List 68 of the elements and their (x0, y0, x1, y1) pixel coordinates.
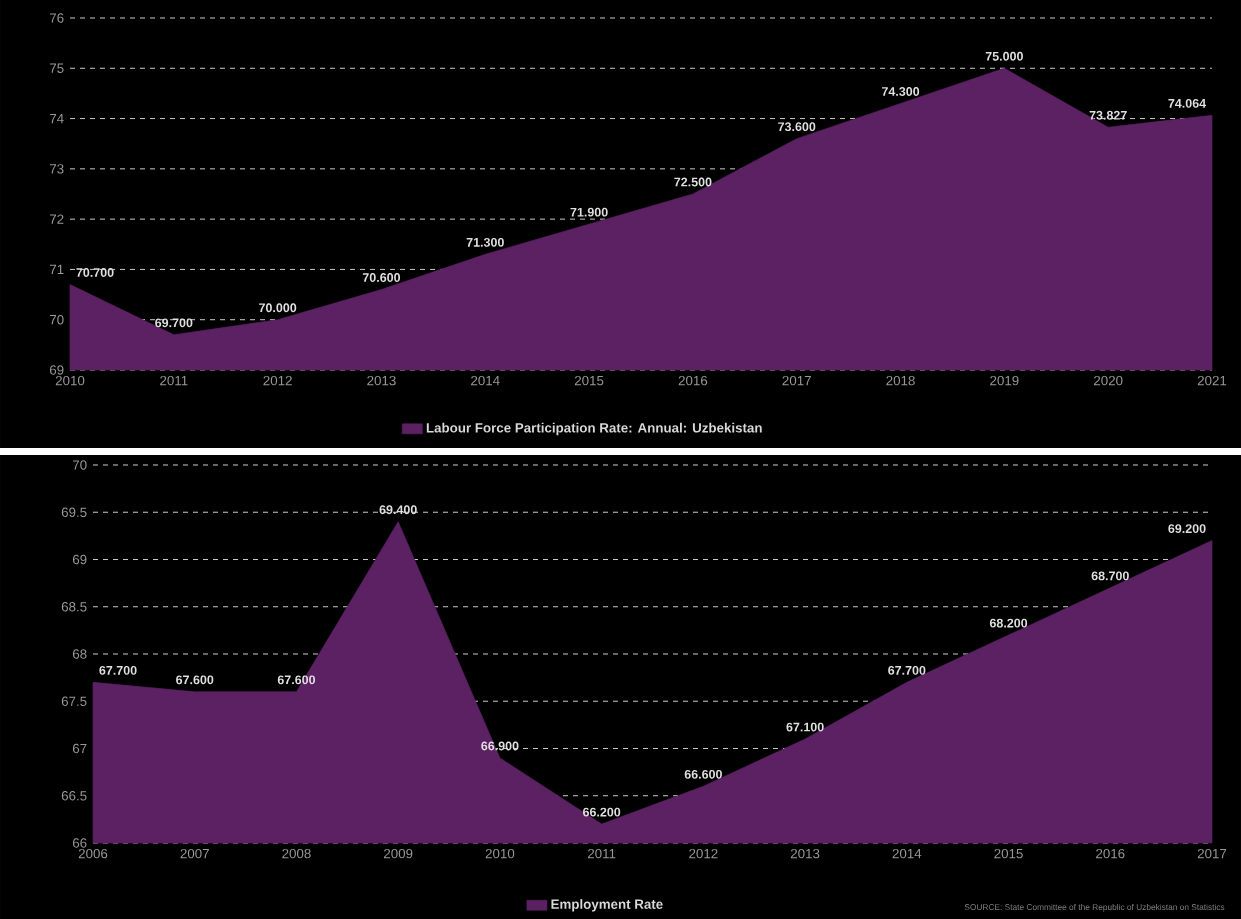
data-label: 67.700 (888, 665, 926, 675)
legend-label: Labour Force Participation Rate: Annual: Uzbekistan (426, 422, 762, 436)
x-tick-label: 2006 (78, 848, 108, 859)
y-tick-label: 74 (49, 113, 64, 124)
data-label: 66.200 (583, 807, 621, 817)
y-tick-label: 69 (72, 554, 87, 565)
x-tick-label: 2012 (263, 375, 292, 386)
data-label: 71.900 (570, 207, 608, 217)
x-tick-label: 2016 (678, 375, 708, 386)
data-label: 68.700 (1091, 571, 1129, 581)
x-tick-label: 2015 (574, 375, 604, 386)
x-tick-label: 2017 (782, 375, 811, 386)
data-label: 70.000 (259, 303, 297, 313)
y-tick-label: 72 (49, 214, 64, 224)
data-label: 75.000 (985, 51, 1023, 61)
data-label: 73.827 (1089, 110, 1127, 120)
x-tick-label: 2016 (1096, 848, 1125, 859)
y-tick-label: 69.5 (61, 507, 87, 517)
y-tick-label: 75 (49, 63, 64, 73)
x-tick-label: 2015 (994, 848, 1023, 859)
data-label: 70.600 (362, 273, 401, 282)
data-label: 67.100 (786, 722, 824, 732)
x-tick-label: 2014 (892, 848, 922, 859)
y-tick-label: 70 (72, 460, 87, 470)
data-label: 66.900 (481, 741, 519, 751)
x-tick-label: 2011 (160, 375, 188, 386)
x-tick-label: 2010 (485, 848, 515, 859)
x-tick-label: 2010 (55, 375, 85, 386)
data-label: 68.200 (989, 618, 1028, 628)
x-tick-label: 2017 (1197, 848, 1227, 859)
legend-label: Employment Rate (551, 899, 663, 912)
x-tick-label: 2011 (587, 848, 616, 859)
y-tick-label: 68.5 (61, 602, 87, 612)
data-label: 66.600 (684, 769, 722, 779)
data-label: 67.700 (99, 665, 137, 675)
x-tick-label: 2019 (990, 375, 1019, 386)
data-label: 71.300 (466, 237, 504, 247)
data-label: 69.400 (379, 505, 417, 515)
x-tick-label: 2013 (367, 375, 396, 386)
x-tick-label: 2008 (282, 848, 311, 859)
data-label: 73.600 (778, 122, 816, 132)
x-tick-label: 2012 (689, 848, 718, 859)
y-tick-label: 66.5 (61, 791, 87, 801)
y-tick-label: 70 (49, 314, 64, 325)
x-tick-label: 2013 (790, 848, 820, 859)
data-label: 72.500 (674, 177, 712, 187)
y-tick-label: 66 (72, 838, 87, 848)
x-tick-label: 2018 (886, 375, 915, 386)
x-tick-label: 2009 (384, 848, 413, 859)
y-tick-label: 69 (49, 365, 64, 375)
y-tick-label: 73 (49, 164, 64, 174)
y-tick-label: 71 (49, 264, 64, 274)
source-note: SOURCE: State Committee of the Republic of Uzbekistan on Statistics (964, 903, 1225, 912)
y-tick-label: 76 (49, 13, 64, 23)
y-tick-label: 68 (72, 649, 87, 659)
x-tick-label: 2014 (471, 375, 500, 386)
data-label: 69.700 (155, 318, 193, 328)
x-tick-label: 2007 (180, 848, 209, 859)
data-label: 67.600 (176, 675, 214, 685)
data-label: 69.200 (1168, 524, 1206, 534)
data-label: 67.600 (277, 675, 316, 685)
data-label: 74.300 (881, 87, 920, 96)
y-tick-label: 67 (72, 743, 87, 754)
x-tick-label: 2020 (1094, 375, 1123, 386)
y-tick-label: 67.5 (61, 696, 87, 706)
data-label: 74.064 (1168, 98, 1207, 108)
data-label: 70.700 (76, 268, 114, 277)
x-tick-label: 2021 (1197, 375, 1227, 386)
